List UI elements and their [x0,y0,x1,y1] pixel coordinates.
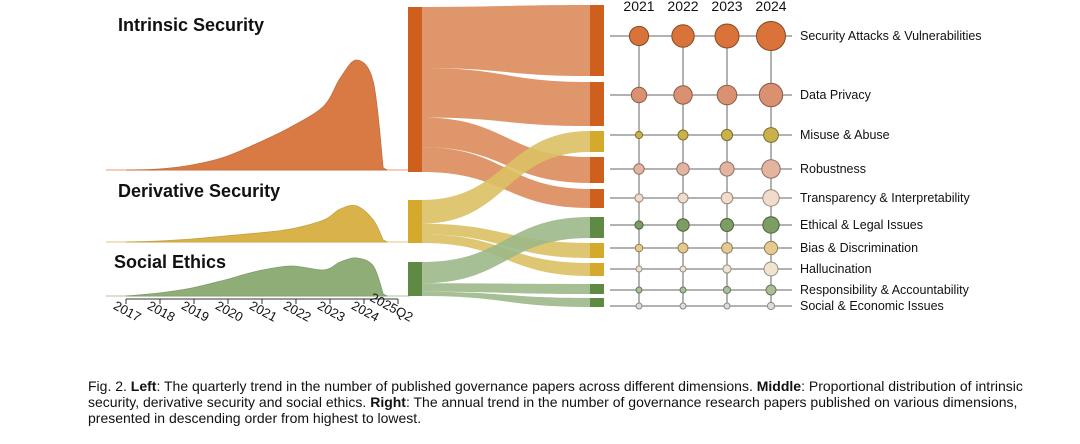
caption-middle-text: : Proportional distribution of intrinsic… [88,378,1023,410]
bubble-security-attacks-and-vulnerabilities-2023 [714,23,740,49]
bubble-security-attacks-and-vulnerabilities-2021 [628,25,650,47]
ridge-area-derivative-security [125,204,388,243]
sankey-chart [408,5,604,307]
bubble-data-privacy-2023 [716,84,738,106]
bubble-robustness-2021 [633,163,645,175]
bubble-bias-and-discrimination-2023 [721,242,733,254]
bubble-hallucination-2022 [679,265,687,273]
bubble-transparency-and-interpretability-2022 [677,192,689,204]
bubble-bias-and-discrimination-2024 [763,240,779,256]
bubble-data-privacy-2022 [673,85,693,105]
bubble-bias-and-discrimination-2021 [634,243,644,253]
sankey-target-responsibility-and-accountability [590,284,604,294]
dimension-label-responsibility-and-accountability: Responsibility & Accountability [800,283,970,297]
bubble-responsibility-and-accountability-2022 [679,286,687,294]
sankey-link-social-ethics-responsibility-and-accountability [422,283,590,294]
caption-right-label: Right [370,394,406,410]
dimension-label-bias-and-discrimination: Bias & Discrimination [800,241,918,255]
bubble-misuse-and-abuse-2023 [720,128,734,142]
sankey-source-derivative-security [408,200,422,243]
ridge-x-tick-label: 2020 [213,298,246,325]
bubble-misuse-and-abuse-2021 [634,130,644,140]
dimension-label-hallucination: Hallucination [800,262,872,276]
year-label-2021: 2021 [623,0,654,14]
bubble-responsibility-and-accountability-2023 [722,285,732,295]
dimension-label-ethical-and-legal-issues: Ethical & Legal Issues [800,218,923,232]
bubble-social-and-economic-issues-2021 [635,302,643,310]
sankey-target-robustness [590,157,604,183]
bubble-ethical-and-legal-issues-2022 [676,218,690,232]
bubble-responsibility-and-accountability-2024 [765,284,777,296]
sankey-link-derivative-security-misuse-and-abuse [422,131,590,224]
bubble-robustness-2024 [761,159,781,179]
caption-fig-label: Fig. 2. [88,378,127,394]
caption-right-text: : The annual trend in the number of gove… [88,394,1018,426]
ridge-x-tick-label: 2021 [247,298,280,325]
bubble-transparency-and-interpretability-2021 [634,193,644,203]
ridge-x-tick-label: 2018 [145,298,178,325]
year-label-2024: 2024 [755,0,786,14]
sankey-source-social-ethics [408,262,422,296]
bubble-ethical-and-legal-issues-2021 [634,220,644,230]
bubble-transparency-and-interpretability-2024 [762,189,780,207]
bubble-hallucination-2021 [635,265,643,273]
figure-caption: Fig. 2. Left: The quarterly trend in the… [88,378,1048,426]
sankey-target-bias-and-discrimination [590,243,604,258]
ridge-title-intrinsic-security: Intrinsic Security [118,15,264,35]
bubble-robustness-2022 [676,162,690,176]
ridge-x-tick-label: 2022 [281,298,314,325]
sankey-link-intrinsic-security-security-attacks-and-vulnerabilities [422,5,590,76]
bubble-data-privacy-2024 [758,82,784,108]
year-label-2022: 2022 [667,0,698,14]
sankey-link-intrinsic-security-data-privacy [422,68,590,126]
bubble-responsibility-and-accountability-2021 [635,286,643,294]
bubble-security-attacks-and-vulnerabilities-2024 [756,21,786,51]
bubble-social-and-economic-issues-2022 [679,302,687,310]
bubble-grid-chart: 2021 2022 2023 2024 Security Attacks & Vulne… [610,0,982,313]
bubble-hallucination-2023 [722,264,732,274]
ridge-area-social-ethics [125,257,388,297]
bubble-robustness-2023 [719,161,735,177]
bubble-hallucination-2024 [763,261,779,277]
dimension-label-data-privacy: Data Privacy [800,88,872,102]
ridge-area-intrinsic-security [125,59,388,171]
dimension-label-robustness: Robustness [800,162,866,176]
dimension-label-misuse-and-abuse: Misuse & Abuse [800,128,890,142]
bubble-ethical-and-legal-issues-2023 [720,218,734,232]
bubble-security-attacks-and-vulnerabilities-2022 [671,24,695,48]
sankey-link-social-ethics-social-and-economic-issues [422,291,590,307]
ridge-x-tick-label: 2017 [111,298,144,325]
ridge-title-derivative-security: Derivative Security [118,181,280,201]
caption-left-text: : The quarterly trend in the number of p… [156,378,753,394]
sankey-target-data-privacy [590,82,604,126]
bubble-bias-and-discrimination-2022 [677,242,689,254]
dimension-label-security-attacks-and-vulnerabilities: Security Attacks & Vulnerabilities [800,29,982,43]
caption-middle-label: Middle [756,378,802,394]
sankey-target-misuse-and-abuse [590,131,604,152]
bubble-social-and-economic-issues-2024 [766,301,776,311]
sankey-link-social-ethics-ethical-and-legal-issues [422,217,590,284]
bubble-transparency-and-interpretability-2023 [720,191,734,205]
year-label-2023: 2023 [711,0,742,14]
sankey-target-hallucination [590,263,604,276]
sankey-target-security-attacks-and-vulnerabilities [590,5,604,76]
dimension-label-transparency-and-interpretability: Transparency & Interpretability [800,191,971,205]
bubble-ethical-and-legal-issues-2024 [762,216,780,234]
figure-chart: Intrinsic Security Derivative Security Soc… [106,0,982,325]
ridge-x-tick-label: 2019 [179,298,212,325]
ridge-title-social-ethics: Social Ethics [114,252,226,272]
bubble-misuse-and-abuse-2024 [763,127,779,143]
bubble-misuse-and-abuse-2022 [677,129,689,141]
sankey-source-intrinsic-security [408,7,422,172]
caption-left-label: Left [130,378,157,394]
bubble-social-and-economic-issues-2023 [723,302,731,310]
bubble-data-privacy-2021 [630,86,648,104]
ridge-x-tick-label: 2023 [315,298,348,325]
sankey-link-intrinsic-security-robustness [422,117,590,183]
sankey-target-social-and-economic-issues [590,298,604,307]
sankey-target-ethical-and-legal-issues [590,217,604,238]
ridgeline-chart: Intrinsic Security Derivative Security Soc… [106,15,416,325]
dimension-label-social-and-economic-issues: Social & Economic Issues [800,299,944,313]
sankey-target-transparency-and-interpretability [590,189,604,208]
